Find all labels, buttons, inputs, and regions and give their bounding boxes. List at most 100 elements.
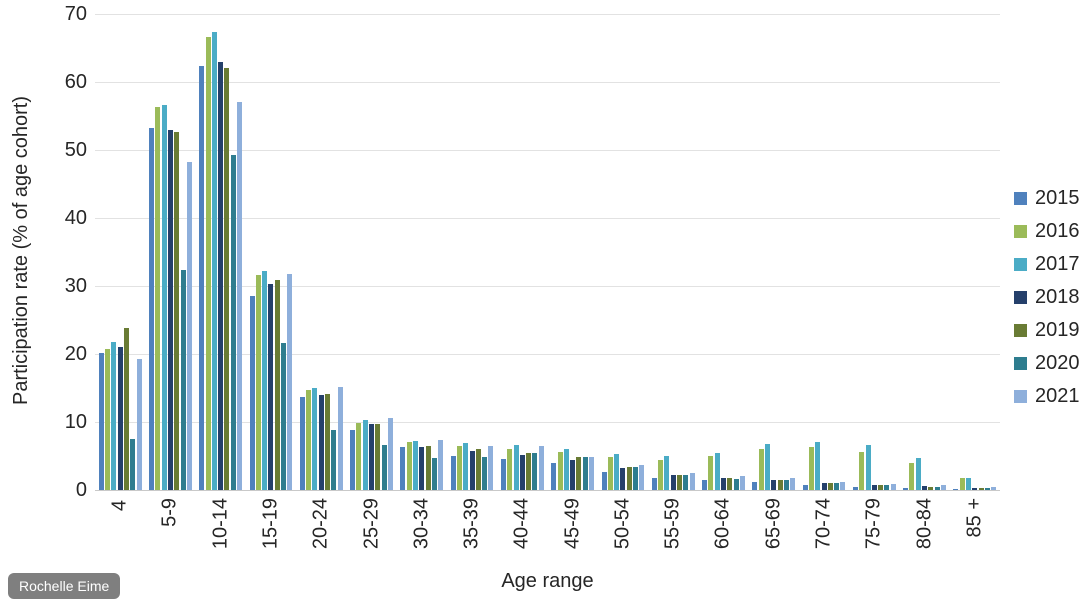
gridline-30	[95, 286, 1000, 287]
bar-25-29-2019	[375, 424, 381, 490]
bar-85+-2015	[953, 488, 959, 490]
bar-10-14-2019	[224, 68, 230, 490]
legend-label-2017: 2017	[1035, 253, 1080, 275]
bar-65-69-2016	[758, 449, 764, 490]
x-tick-label-text: 55-59	[661, 498, 684, 550]
bar-20-24-2015	[299, 396, 305, 490]
bar-55-59-2021	[689, 473, 695, 490]
bar-40-44-2021	[538, 446, 544, 490]
x-tick-label-45-49: 45-49	[561, 498, 584, 554]
y-tick-label-70: 70	[64, 3, 87, 25]
x-tick-label-text: 25-29	[360, 498, 383, 550]
legend-label-2016: 2016	[1035, 220, 1080, 242]
bar-5-9-2021	[186, 161, 192, 490]
y-tick-label-20: 20	[64, 343, 87, 365]
bar-15-19-2020	[281, 343, 287, 490]
x-tick-label-60-64: 60-64	[712, 498, 735, 554]
bar-80-84-2018	[922, 485, 928, 490]
x-tick-label-text: 5-9	[158, 498, 181, 527]
bar-55-59-2020	[683, 475, 689, 490]
x-tick-label-25-29: 25-29	[360, 498, 383, 554]
legend-swatch-2017	[1014, 258, 1027, 271]
y-tick-label-50: 50	[64, 139, 87, 161]
bar-10-14-2016	[205, 37, 211, 490]
bar-5-9-2015	[149, 127, 155, 490]
x-tick-label-40-44: 40-44	[511, 498, 534, 554]
bar-35-39-2021	[488, 446, 494, 490]
x-tick-label-text: 30-34	[410, 498, 433, 550]
bar-25-29-2021	[387, 417, 393, 490]
legend-label-2020: 2020	[1035, 352, 1080, 374]
bar-50-54-2019	[626, 466, 632, 490]
y-tick-label-40: 40	[64, 207, 87, 229]
legend: 2015 2016 2017 2018 2019 2020 2021	[1014, 188, 1080, 407]
bar-5-9-2018	[167, 130, 173, 490]
bar-85+-2021	[991, 487, 997, 490]
x-tick-label-75-79: 75-79	[863, 498, 886, 554]
bar-20-24-2019	[325, 394, 331, 490]
bar-80-84-2019	[928, 486, 934, 490]
bar-10-14-2017	[211, 32, 217, 490]
bar-55-59-2019	[676, 475, 682, 490]
bar-60-64-2016	[708, 456, 714, 490]
legend-swatch-2015	[1014, 192, 1027, 205]
bar-50-54-2016	[607, 457, 613, 490]
x-tick-label-text: 20-24	[309, 498, 332, 550]
y-axis-title: Participation rate (% of age cohort)	[10, 96, 33, 410]
gridline-0	[95, 490, 1000, 491]
bar-55-59-2015	[651, 477, 657, 490]
bar-45-49-2020	[582, 457, 588, 490]
x-tick-label-text: 10-14	[209, 498, 232, 550]
bar-50-54-2015	[601, 471, 607, 490]
bar-80-84-2016	[909, 463, 915, 490]
legend-swatch-2021	[1014, 390, 1027, 403]
legend-item-2016: 2016	[1014, 221, 1080, 242]
bar-45-49-2018	[570, 460, 576, 490]
bar-60-64-2020	[733, 479, 739, 490]
bar-40-44-2015	[500, 459, 506, 490]
legend-item-2015: 2015	[1014, 188, 1080, 209]
bar-15-19-2017	[262, 271, 268, 490]
legend-swatch-2018	[1014, 291, 1027, 304]
bar-65-69-2018	[771, 479, 777, 490]
x-tick-label-20-24: 20-24	[310, 498, 333, 554]
legend-swatch-2019	[1014, 324, 1027, 337]
bar-5-9-2019	[174, 132, 180, 490]
bar-25-29-2017	[362, 419, 368, 490]
bar-60-64-2017	[714, 452, 720, 490]
bar-85+-2017	[966, 477, 972, 490]
bar-70-74-2017	[815, 442, 821, 490]
bar-75-79-2018	[871, 484, 877, 490]
bar-30-34-2018	[419, 447, 425, 490]
bar-20-24-2017	[312, 388, 318, 490]
gridline-20	[95, 354, 1000, 355]
bar-45-49-2021	[589, 456, 595, 490]
x-tick-label-text: 80-84	[913, 498, 936, 550]
bar-35-39-2018	[469, 451, 475, 490]
bar-10-14-2021	[237, 102, 243, 490]
bar-70-74-2020	[834, 483, 840, 490]
bar-30-34-2017	[413, 441, 418, 490]
bar-35-39-2016	[456, 445, 462, 490]
bar-20-24-2021	[337, 386, 343, 490]
bar-4-2016	[105, 349, 111, 490]
bar-65-69-2019	[777, 480, 783, 490]
bar-50-54-2020	[633, 466, 639, 490]
bar-85+-2016	[959, 478, 965, 490]
bar-5-9-2016	[155, 107, 161, 490]
bar-70-74-2016	[808, 447, 814, 490]
bar-75-79-2015	[852, 486, 858, 490]
bar-4-2019	[123, 328, 129, 490]
x-tick-label-80-84: 80-84	[913, 498, 936, 554]
x-tick-label-text: 85 +	[963, 498, 986, 538]
bar-80-84-2021	[940, 485, 946, 490]
bar-65-69-2020	[783, 480, 789, 490]
bar-80-84-2015	[903, 487, 909, 490]
legend-swatch-2016	[1014, 225, 1027, 238]
bar-45-49-2019	[576, 456, 582, 490]
x-tick-label-55-59: 55-59	[662, 498, 685, 554]
bar-45-49-2017	[563, 448, 569, 490]
bar-4-2017	[111, 341, 117, 490]
bar-75-79-2019	[878, 485, 884, 490]
